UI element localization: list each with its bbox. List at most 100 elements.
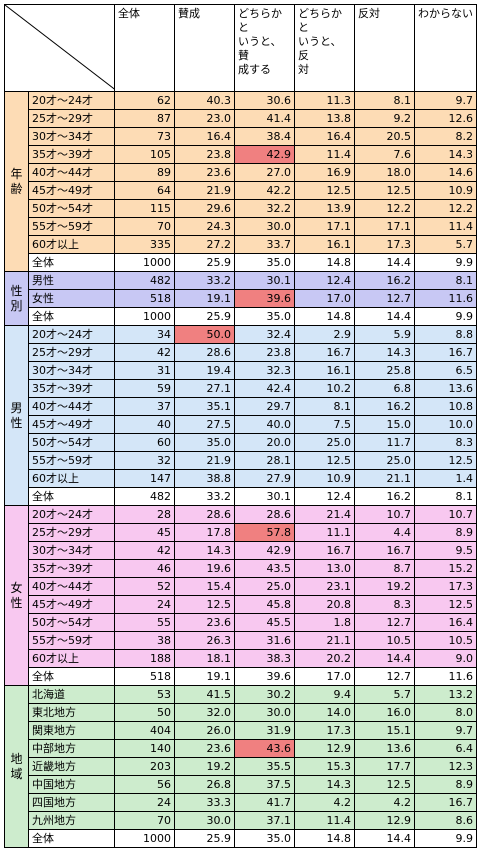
percent-cell: 11.7 xyxy=(354,433,415,452)
percent-cell: 12.4 xyxy=(294,271,355,290)
percent-cell: 8.3 xyxy=(414,433,477,452)
row-label: 40才～44才 xyxy=(28,163,115,182)
group-label-char: 別 xyxy=(10,298,23,313)
percent-cell: 12.5 xyxy=(414,595,477,614)
count-cell: 482 xyxy=(114,487,175,506)
percent-cell: 1.4 xyxy=(414,469,477,488)
percent-cell: 10.7 xyxy=(414,505,477,524)
percent-cell: 26.0 xyxy=(174,721,235,740)
percent-cell: 38.3 xyxy=(234,649,295,668)
percent-cell: 24.3 xyxy=(174,217,235,236)
percent-cell: 25.9 xyxy=(174,253,235,272)
table-row: 50才～54才 55 23.6 45.5 1.8 12.7 16.4 xyxy=(5,613,477,632)
percent-cell: 12.7 xyxy=(354,613,415,632)
percent-cell: 30.0 xyxy=(234,217,295,236)
percent-cell: 41.4 xyxy=(234,109,295,128)
count-cell: 52 xyxy=(114,577,175,596)
percent-cell: 16.1 xyxy=(294,361,355,380)
percent-cell: 35.0 xyxy=(234,307,295,326)
percent-cell: 26.8 xyxy=(174,775,235,794)
percent-cell: 37.1 xyxy=(234,811,295,830)
percent-cell: 25.0 xyxy=(234,577,295,596)
percent-cell: 9.2 xyxy=(354,109,415,128)
percent-cell: 12.5 xyxy=(354,181,415,200)
percent-cell: 28.6 xyxy=(174,343,235,362)
percent-cell: 45.5 xyxy=(234,613,295,632)
row-label: 50才～54才 xyxy=(28,199,115,218)
percent-cell: 25.9 xyxy=(174,829,235,848)
percent-cell: 41.5 xyxy=(174,685,235,704)
percent-cell: 15.4 xyxy=(174,577,235,596)
percent-cell: 15.1 xyxy=(354,721,415,740)
percent-cell: 27.0 xyxy=(234,163,295,182)
percent-cell: 16.1 xyxy=(294,235,355,254)
row-label: 東北地方 xyxy=(28,703,115,722)
percent-cell: 18.0 xyxy=(354,163,415,182)
percent-cell: 40.0 xyxy=(234,415,295,434)
percent-cell: 6.4 xyxy=(414,739,477,758)
table-body: 全体 賛成 どちらかと いうと、賛 成する どちらかと いうと、反 対 反対 わ… xyxy=(4,4,477,848)
row-label: 25才～29才 xyxy=(28,343,115,362)
percent-cell: 9.9 xyxy=(414,307,477,326)
row-label: 40才～44才 xyxy=(28,577,115,596)
percent-cell: 25.0 xyxy=(354,451,415,470)
percent-cell: 16.7 xyxy=(294,343,355,362)
count-cell: 62 xyxy=(114,91,175,110)
percent-cell: 15.3 xyxy=(294,757,355,776)
percent-cell: 8.6 xyxy=(414,811,477,830)
percent-cell: 11.4 xyxy=(414,217,477,236)
percent-cell: 17.3 xyxy=(294,721,355,740)
row-label: 30才～34才 xyxy=(28,361,115,380)
survey-table-container: 全体 賛成 どちらかと いうと、賛 成する どちらかと いうと、反 対 反対 わ… xyxy=(4,4,477,848)
group-label-char: 女 xyxy=(10,580,23,595)
percent-cell: 14.8 xyxy=(294,307,355,326)
group-label-male: 男性 xyxy=(4,325,29,506)
percent-cell: 25.0 xyxy=(294,433,355,452)
count-cell: 40 xyxy=(114,415,175,434)
row-label: 35才～39才 xyxy=(28,145,115,164)
percent-cell: 23.1 xyxy=(294,577,355,596)
percent-cell: 25.9 xyxy=(174,307,235,326)
count-cell: 140 xyxy=(114,739,175,758)
row-label: 55才～59才 xyxy=(28,451,115,470)
table-row: 性別男性 482 33.2 30.1 12.4 16.2 8.1 xyxy=(4,271,477,326)
percent-cell: 12.6 xyxy=(414,109,477,128)
count-cell: 89 xyxy=(114,163,175,182)
count-cell: 115 xyxy=(114,199,175,218)
row-label: 35才～39才 xyxy=(28,379,115,398)
row-label: 近畿地方 xyxy=(28,757,115,776)
diagonal-line xyxy=(5,5,114,89)
group-label-char: 地 xyxy=(10,751,23,766)
percent-cell: 10.0 xyxy=(414,415,477,434)
table-row: 50才～54才 115 29.6 32.2 13.9 12.2 12.2 xyxy=(5,199,477,218)
percent-cell: 13.6 xyxy=(414,379,477,398)
percent-cell: 30.0 xyxy=(234,703,295,722)
group-label-char: 性 xyxy=(10,415,23,430)
table-row: 25才～29才 45 17.8 57.8 11.1 4.4 8.9 xyxy=(5,523,477,542)
percent-cell: 50.0 xyxy=(174,325,235,344)
percent-cell: 23.8 xyxy=(234,343,295,362)
count-cell: 56 xyxy=(114,775,175,794)
count-cell: 518 xyxy=(114,289,175,308)
percent-cell: 30.2 xyxy=(234,685,295,704)
percent-cell: 16.4 xyxy=(174,127,235,146)
count-cell: 73 xyxy=(114,127,175,146)
table-row: 55才～59才 38 26.3 31.6 21.1 10.5 10.5 xyxy=(5,631,477,650)
percent-cell: 17.3 xyxy=(414,577,477,596)
count-cell: 64 xyxy=(114,181,175,200)
header-row: 全体 賛成 どちらかと いうと、賛 成する どちらかと いうと、反 対 反対 わ… xyxy=(4,4,477,92)
percent-cell: 14.4 xyxy=(354,307,415,326)
percent-cell: 8.8 xyxy=(414,325,477,344)
count-cell: 404 xyxy=(114,721,175,740)
table-row: 近畿地方 203 19.2 35.5 15.3 17.7 12.3 xyxy=(5,757,477,776)
table-row: 35才～39才 105 23.8 42.9 11.4 7.6 14.3 xyxy=(5,145,477,164)
total-row: 全体 482 33.2 30.1 12.4 16.2 8.1 xyxy=(5,487,477,506)
percent-cell: 21.4 xyxy=(294,505,355,524)
group-label-char: 性 xyxy=(10,595,23,610)
row-label: 20才～24才 xyxy=(28,325,115,344)
percent-cell: 28.6 xyxy=(174,505,235,524)
percent-cell: 20.0 xyxy=(234,433,295,452)
percent-cell: 35.0 xyxy=(234,253,295,272)
table-row: 55才～59才 32 21.9 28.1 12.5 25.0 12.5 xyxy=(5,451,477,470)
table-row: 30才～34才 31 19.4 32.3 16.1 25.8 6.5 xyxy=(5,361,477,380)
